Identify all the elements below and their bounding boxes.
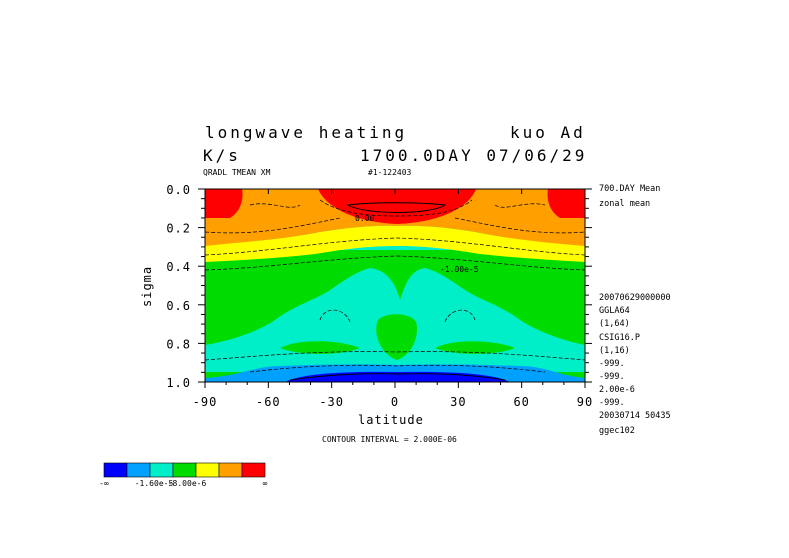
colorbar bbox=[104, 463, 265, 477]
y-tick-label: 0.8 bbox=[166, 337, 191, 351]
colorbar-swatch bbox=[127, 463, 150, 477]
side-info-line: -999. bbox=[599, 398, 625, 408]
y-tick-label: 1.0 bbox=[166, 376, 191, 390]
x-tick-label: 90 bbox=[577, 395, 593, 409]
colorbar-label: ∞ bbox=[263, 479, 268, 488]
x-tick-label: 0 bbox=[391, 395, 399, 409]
colorbar-swatch bbox=[173, 463, 196, 477]
colorbar-label: -8.00e-6 bbox=[168, 479, 207, 488]
y-tick-label: 0.6 bbox=[166, 299, 191, 313]
y-tick-label: 0.2 bbox=[166, 222, 191, 236]
side-info-line: -999. bbox=[599, 372, 625, 382]
side-info-line: CSIG16.P bbox=[599, 333, 640, 343]
side-info-line: 2.00e-6 bbox=[599, 385, 635, 395]
x-tick-label: -30 bbox=[319, 395, 344, 409]
colorbar-labels: -∞ -1.60e-5-8.00e-6 ∞ bbox=[99, 479, 267, 488]
contour-label: 0.00 bbox=[355, 214, 374, 223]
side-info-panel: 700.DAY Mean zonal mean 20070629000000 GGLA… bbox=[599, 184, 671, 436]
colorbar-swatch bbox=[219, 463, 242, 477]
side-info-line: 20070629000000 bbox=[599, 293, 671, 303]
side-info-line: 700.DAY Mean bbox=[599, 184, 660, 194]
x-tick-label: -60 bbox=[256, 395, 281, 409]
y-tick-label: 0.4 bbox=[166, 260, 191, 274]
x-tick-label: 30 bbox=[450, 395, 466, 409]
x-tick-label: -90 bbox=[193, 395, 218, 409]
chart-title: longwave heating bbox=[205, 123, 407, 142]
side-info-line: GGLA64 bbox=[599, 306, 630, 316]
units-label: K/s bbox=[203, 146, 241, 165]
x-axis-label: latitude bbox=[358, 413, 424, 427]
time-label: 1700.0DAY 07/06/29 bbox=[360, 146, 587, 165]
variable-description: QRADL TMEAN XM bbox=[203, 168, 271, 177]
colorbar-swatch bbox=[150, 463, 173, 477]
side-info-line: (1,64) bbox=[599, 319, 630, 329]
run-id: #1-122403 bbox=[368, 168, 412, 177]
y-tick-label: 0.0 bbox=[166, 183, 191, 197]
side-info-line: 20030714 50435 bbox=[599, 411, 671, 421]
side-info-line: (1,16) bbox=[599, 346, 630, 356]
chart-title-right: kuo Ad bbox=[510, 123, 586, 142]
side-info-line: -999. bbox=[599, 359, 625, 369]
side-info-line: zonal mean bbox=[599, 199, 650, 209]
x-tick-label: 60 bbox=[513, 395, 529, 409]
colorbar-swatch bbox=[242, 463, 265, 477]
colorbar-label: -∞ bbox=[99, 479, 109, 488]
colorbar-swatch bbox=[104, 463, 127, 477]
colorbar-swatch bbox=[196, 463, 219, 477]
contour-field: 0.00 -1.00e-5 bbox=[205, 189, 585, 382]
contour-label: -1.00e-5 bbox=[440, 265, 479, 274]
y-axis-label: sigma bbox=[140, 266, 154, 307]
contour-interval-label: CONTOUR INTERVAL = 2.000E-06 bbox=[322, 435, 457, 444]
side-info-line: ggec102 bbox=[599, 426, 635, 436]
